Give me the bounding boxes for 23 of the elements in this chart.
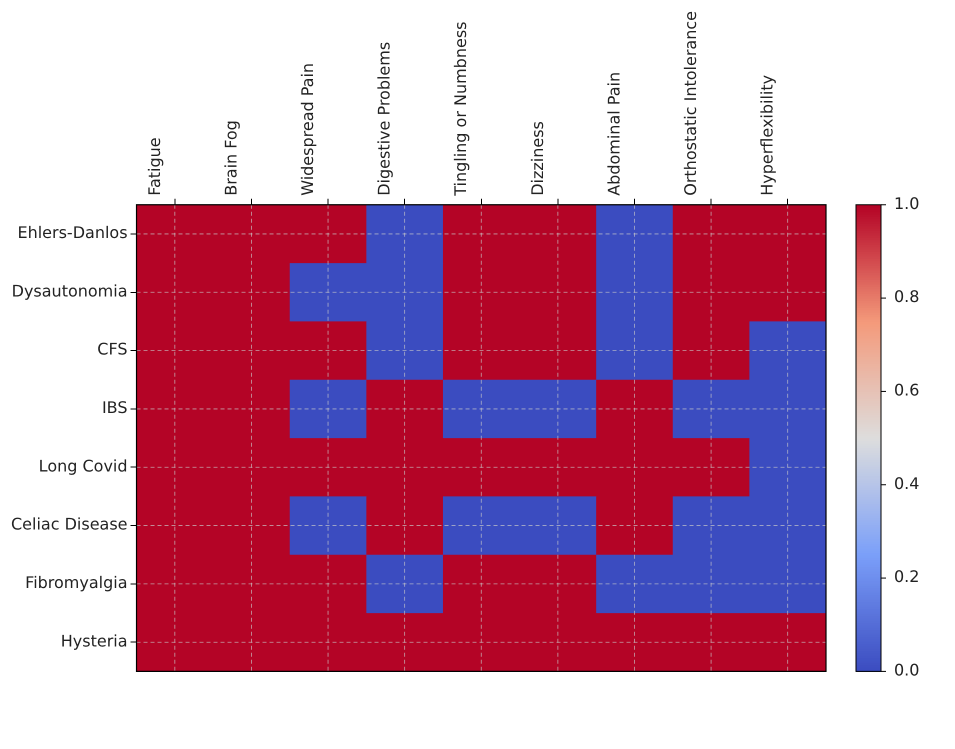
color-bar-label: 0.0 (894, 660, 920, 680)
x-tick-label: Fatigue (144, 137, 164, 196)
y-tick-label: Hysteria (60, 631, 128, 650)
color-bar-label: 0.4 (894, 474, 920, 493)
x-tick-label: Widespread Pain (298, 62, 317, 196)
x-tick-label: Hyperflexibility (758, 74, 777, 196)
y-tick-label: IBS (102, 398, 128, 418)
x-tick-label: Brain Fog (221, 120, 240, 196)
x-tick-label: Abdominal Pain (604, 72, 624, 196)
y-tick-label: Ehlers-Danlos (17, 223, 128, 242)
y-tick-label: Dysautonomia (12, 281, 128, 300)
color-bar-label: 0.2 (894, 567, 920, 586)
color-bar-label: 0.6 (894, 380, 920, 400)
y-tick-label: Fibromyalgia (25, 573, 128, 592)
y-tick-label: CFS (97, 340, 128, 359)
color-bar-label: 0.8 (894, 287, 920, 306)
x-tick-label: Digestive Problems (374, 42, 394, 196)
y-tick-label: Long Covid (38, 456, 128, 476)
x-tick-label: Orthostatic Intolerance (681, 11, 700, 196)
y-tick-label: Celiac Disease (10, 514, 128, 534)
x-tick-label: Dizziness (528, 121, 547, 196)
x-tick-label: Tingling or Numbness (451, 22, 470, 197)
color-bar-label: 1.0 (894, 194, 920, 213)
